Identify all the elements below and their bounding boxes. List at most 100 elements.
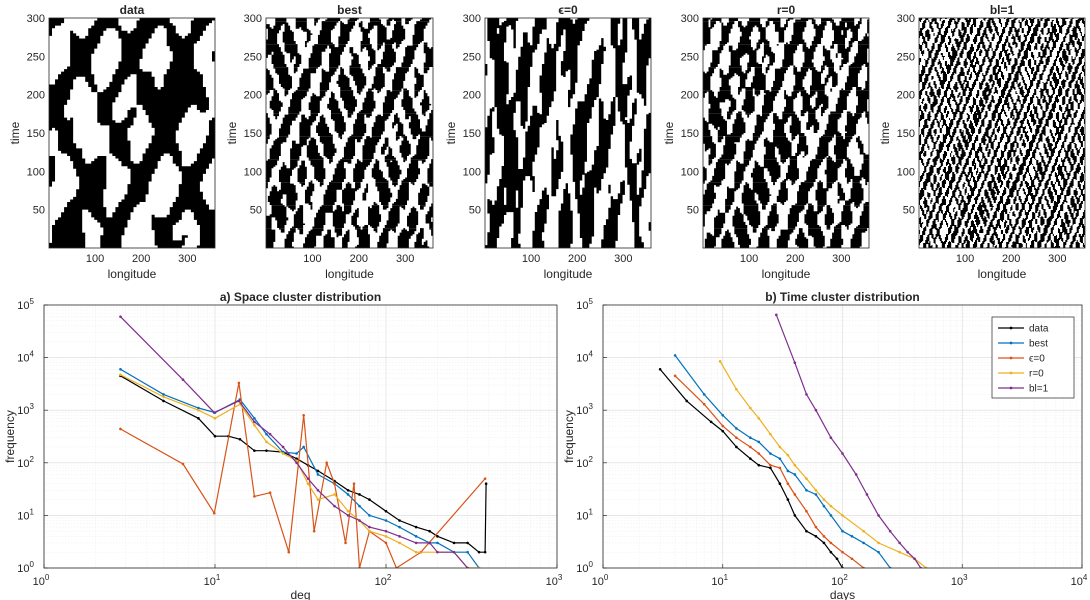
data-point <box>822 535 826 538</box>
data-point <box>718 360 722 363</box>
data-point <box>721 413 725 417</box>
data-point <box>436 541 439 545</box>
data-point <box>835 557 839 561</box>
data-point <box>181 378 185 382</box>
data-point <box>749 436 752 440</box>
data-point <box>312 529 316 533</box>
x-tick-label: 100 <box>303 253 321 265</box>
y-tick-label: 300 <box>463 13 481 25</box>
panel-title: bl=1 <box>990 3 1015 17</box>
raster-image <box>485 18 651 248</box>
x-axis-label: longitude <box>978 267 1027 281</box>
data-point <box>749 406 752 410</box>
data-point <box>281 445 285 449</box>
data-point <box>829 550 833 554</box>
data-point <box>212 411 216 414</box>
y-tick-label: 50 <box>687 205 699 217</box>
legend-label: best <box>1029 339 1048 350</box>
data-point <box>757 463 761 467</box>
tick-exponent: 2 <box>843 573 848 582</box>
y-tick-label: 250 <box>27 51 45 63</box>
tick-exponent: 4 <box>30 350 35 359</box>
data-point <box>302 445 305 449</box>
data-point <box>162 395 165 399</box>
y-tick-label: 200 <box>244 90 262 102</box>
raster-frame <box>48 17 216 249</box>
data-point <box>778 466 782 470</box>
data-point <box>805 489 808 492</box>
y-tick-label: 200 <box>681 90 699 102</box>
tick-base: 10 <box>592 576 604 588</box>
series-line <box>719 360 927 568</box>
data-point <box>735 445 738 449</box>
data-point <box>281 452 285 455</box>
y-tick-label: 104 <box>17 350 34 365</box>
panel-title: best <box>337 3 362 17</box>
x-tick-label: 300 <box>178 253 196 265</box>
data-point <box>212 511 216 515</box>
legend-label: data <box>1029 324 1049 335</box>
series-eps <box>119 381 487 568</box>
data-point <box>325 461 328 465</box>
x-tick-label: 200 <box>568 253 586 265</box>
data-point <box>316 498 320 501</box>
data-point <box>877 550 880 554</box>
y-tick-label: 300 <box>897 13 915 25</box>
data-point <box>769 432 772 436</box>
raster-panel-2: 100 200 300 50 100 150 200 250 300 ϵ=0 longitude ti… <box>444 3 652 281</box>
legend-label: bl=1 <box>1029 384 1049 395</box>
y-tick-label: 101 <box>17 507 34 522</box>
raster-frame <box>484 17 652 249</box>
data-point <box>888 529 892 533</box>
x-tick-label: 103 <box>951 573 968 588</box>
data-point <box>295 461 298 465</box>
y-tick-label: 100 <box>576 560 593 575</box>
data-point <box>805 509 808 513</box>
x-tick-label: 104 <box>1071 573 1088 588</box>
legend-marker <box>1009 371 1013 375</box>
series-eps <box>673 374 865 568</box>
data-point <box>805 477 808 480</box>
legend-marker <box>1009 386 1013 390</box>
tick-exponent: 4 <box>1083 573 1088 582</box>
data-point <box>119 315 122 318</box>
y-tick-label: 100 <box>897 166 915 178</box>
x-tick-label: 102 <box>375 573 392 588</box>
tick-exponent: 0 <box>604 573 609 582</box>
panel-title: data <box>120 3 145 17</box>
data-point <box>316 469 320 473</box>
data-point <box>735 387 738 391</box>
y-tick-label: 100 <box>17 560 34 575</box>
y-axis-label: time <box>8 121 22 144</box>
data-point <box>452 550 456 554</box>
data-point <box>316 489 320 492</box>
data-point <box>358 504 361 508</box>
tick-exponent: 0 <box>30 560 35 569</box>
data-point <box>898 541 901 545</box>
tick-exponent: 1 <box>589 507 594 516</box>
chart-title: b) Time cluster distribution <box>765 290 919 304</box>
data-point <box>213 434 217 438</box>
tick-base: 10 <box>17 510 29 522</box>
data-point <box>685 399 689 403</box>
raster-panel-1: 100 200 300 50 100 150 200 250 300 best longitude t… <box>225 3 434 281</box>
x-tick-label: 300 <box>1048 253 1066 265</box>
series-data <box>119 374 488 554</box>
data-point <box>769 452 772 455</box>
data-point <box>822 541 826 545</box>
data-point <box>253 423 256 427</box>
data-point <box>709 420 713 424</box>
data-point <box>805 529 808 533</box>
legend-label: r=0 <box>1029 369 1044 380</box>
data-point <box>368 529 371 533</box>
tick-exponent: 3 <box>963 573 968 582</box>
raster-panel-3: 100 200 300 50 100 150 200 250 300 r=0 longitude ti… <box>662 3 870 281</box>
x-tick-label: 101 <box>204 573 221 588</box>
data-point <box>829 514 833 517</box>
y-tick-label: 250 <box>463 51 481 63</box>
data-point <box>181 462 185 466</box>
data-point <box>862 541 865 545</box>
tick-exponent: 3 <box>589 402 594 411</box>
data-point <box>414 535 418 538</box>
